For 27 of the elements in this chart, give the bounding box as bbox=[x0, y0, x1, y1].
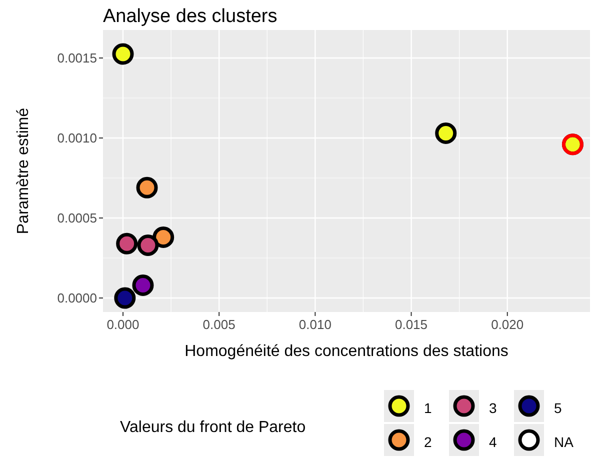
point bbox=[116, 232, 138, 254]
y-tick-label: 0.0015 bbox=[57, 50, 97, 66]
legend-title: Valeurs du front de Pareto bbox=[120, 419, 306, 436]
y-tick-label: 0.0000 bbox=[57, 290, 97, 306]
x-axis-title: Homogénéité des concentrations des stations bbox=[184, 343, 508, 360]
point bbox=[435, 122, 457, 144]
legend-label: NA bbox=[554, 434, 574, 450]
x-tick-label: 0.010 bbox=[298, 317, 332, 332]
y-tick-label: 0.0005 bbox=[57, 210, 97, 226]
x-tick-label: 0.020 bbox=[491, 317, 524, 332]
point bbox=[112, 43, 134, 65]
x-tick-label: 0.005 bbox=[202, 317, 236, 332]
chart-title: Analyse des clusters bbox=[103, 6, 278, 27]
legend-label: 3 bbox=[489, 400, 497, 416]
y-axis-title: Paramètre estimé bbox=[15, 108, 32, 234]
point bbox=[152, 226, 174, 248]
x-tick-label: 0.000 bbox=[106, 317, 140, 332]
y-tick-label: 0.0010 bbox=[57, 130, 97, 146]
legend-label: 2 bbox=[424, 434, 432, 450]
legend-label: 1 bbox=[424, 400, 432, 416]
point bbox=[137, 234, 159, 256]
point bbox=[132, 274, 154, 296]
legend-label: 4 bbox=[489, 434, 497, 450]
point bbox=[114, 287, 136, 309]
legend-label: 5 bbox=[554, 400, 562, 416]
point bbox=[136, 176, 158, 198]
x-tick-label: 0.015 bbox=[394, 317, 428, 332]
